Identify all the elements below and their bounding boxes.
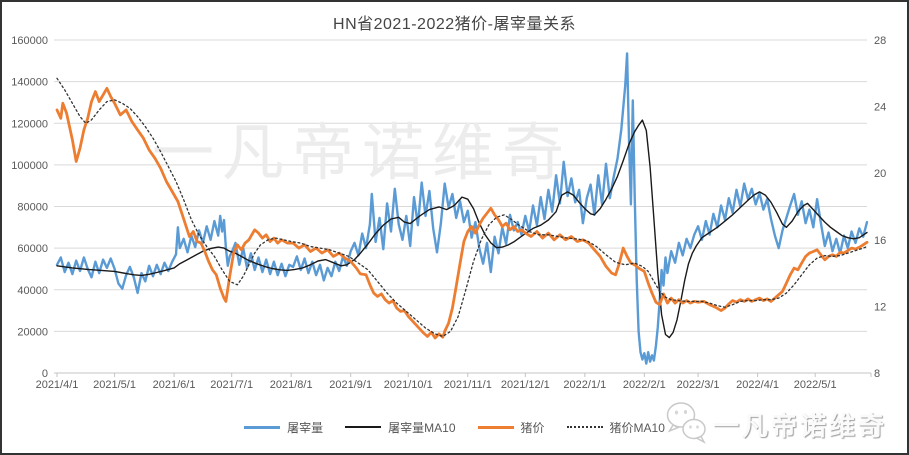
y-axis-label-left: 100000 [11,160,48,172]
x-tick-label: 2021/11/1 [444,379,492,391]
y-axis-label-right: 24 [874,102,886,114]
legend-marker-price-ma10 [566,426,603,428]
wechat-bubbles-icon [666,402,706,444]
y-axis-label-left: 80000 [17,202,48,214]
y-axis-label-right: 8 [874,368,880,380]
chart-title: HN省2021-2022猪价-屠宰量关系 [333,16,576,33]
legend: 屠宰量 屠宰量MA10 猪价 猪价MA10 [2,415,907,439]
y-axis-label-left: 40000 [17,285,48,297]
x-tick-label: 2021/4/1 [36,379,79,391]
watermark-text: 一凡帝诺维奇 [152,119,572,188]
legend-marker-slaughter-ma10 [345,426,382,428]
legend-item-price-ma10: 猪价MA10 [566,419,665,436]
legend-marker-price [477,425,514,429]
x-tick-label: 2021/7/1 [210,379,253,391]
legend-item-slaughter-ma10: 屠宰量MA10 [345,419,456,436]
y-axis-label-left: 20000 [17,326,48,338]
x-tick-label: 2022/1/1 [563,379,606,391]
legend-label-slaughter-ma10: 屠宰量MA10 [388,420,456,435]
y-axis-label-right: 28 [874,35,886,47]
brand-logo: 一凡帝诺维奇 [663,399,887,449]
x-tick-label: 2021/5/1 [93,379,136,391]
x-tick-label: 2022/2/1 [623,379,666,391]
y-axis-label-left: 60000 [17,243,48,255]
x-tick-label: 2021/12/1 [501,379,550,391]
series-slaughter [55,52,869,365]
legend-label-price-ma10: 猪价MA10 [609,420,665,435]
legend-item-slaughter: 屠宰量 [244,419,323,436]
x-tick-label: 2021/8/1 [270,379,313,391]
y-axis-label-left: 140000 [11,77,48,89]
y-axis-label-right: 16 [874,235,886,247]
y-axis-label-left: 160000 [11,35,48,47]
x-tick-label: 2021/6/1 [153,379,196,391]
legend-item-price: 猪价 [477,419,545,436]
legend-label-price: 猪价 [520,420,545,435]
series-price-ma10 [56,77,868,338]
x-tick-label: 2022/5/1 [794,379,837,391]
y-axis-label-right: 20 [874,168,886,180]
x-tick-label: 2021/9/1 [329,379,372,391]
y-axis-label-left: 120000 [11,118,48,130]
y-axis-label-right: 12 [874,301,886,313]
legend-marker-slaughter [244,425,281,429]
y-axis-label-left: 0 [42,368,48,380]
x-tick-label: 2021/10/1 [384,379,433,391]
x-tick-label: 2022/3/1 [677,379,720,391]
x-tick-label: 2022/4/1 [736,379,779,391]
legend-label-slaughter: 屠宰量 [287,420,324,435]
brand-logo-text: 一凡帝诺维奇 [712,410,887,441]
